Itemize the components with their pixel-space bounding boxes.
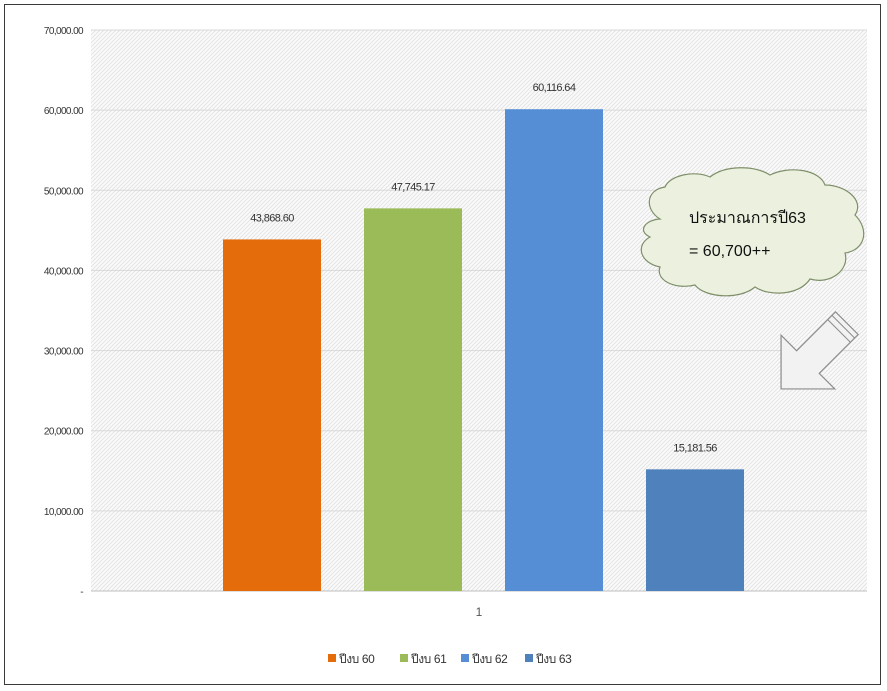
x-category-label: 1	[476, 605, 483, 619]
legend-item: ปีงบ 62	[461, 652, 509, 666]
legend-label: ปีงบ 63	[535, 652, 572, 666]
bar	[505, 109, 603, 591]
bar	[646, 469, 744, 591]
legend-label: ปีงบ 62	[471, 652, 508, 666]
bars	[223, 109, 744, 591]
y-tick-label: 50,000.00	[44, 186, 84, 197]
data-labels: 43,868.60 47,745.17 60,116.64 15,181.56	[250, 82, 718, 454]
thought-cloud-shape	[640, 167, 865, 297]
bar	[223, 239, 321, 591]
callout-line-2: = 60,700++	[689, 243, 770, 260]
data-label: 47,745.17	[391, 181, 435, 193]
legend-item: ปีงบ 60	[328, 652, 376, 666]
y-tick-label: 30,000.00	[44, 347, 84, 358]
legend-swatch	[400, 654, 408, 662]
estimate-callout: ประมาณการปี63 = 60,700++	[640, 167, 865, 297]
y-tick-label: 40,000.00	[44, 266, 84, 277]
y-tick-label: 60,000.00	[44, 106, 84, 117]
data-label: 15,181.56	[673, 442, 717, 454]
y-tick-label: 70,000.00	[44, 26, 84, 37]
legend-label: ปีงบ 61	[410, 652, 447, 666]
bar	[364, 208, 462, 591]
arrow-down-left-icon	[780, 311, 859, 390]
data-label: 60,116.64	[533, 82, 576, 94]
gridlines	[91, 29, 867, 592]
legend-swatch	[525, 654, 533, 662]
plot-area-background	[91, 30, 867, 591]
legend-swatch	[461, 654, 469, 662]
y-tick-label: -	[80, 587, 83, 598]
legend: ปีงบ 60 ปีงบ 61 ปีงบ 62 ปีงบ 63	[328, 652, 573, 666]
y-axis-ticks: - 10,000.00 20,000.00 30,000.00 40,000.00 50,…	[44, 26, 85, 598]
legend-swatch	[328, 654, 336, 662]
callout-line-1: ประมาณการปี63	[689, 209, 806, 227]
data-label: 43,868.60	[250, 212, 294, 224]
chart-frame: - 10,000.00 20,000.00 30,000.00 40,000.00 50,…	[4, 4, 881, 685]
y-tick-label: 10,000.00	[44, 507, 84, 518]
y-tick-label: 20,000.00	[44, 427, 84, 438]
bar-chart: - 10,000.00 20,000.00 30,000.00 40,000.00 50,…	[44, 26, 867, 666]
legend-item: ปีงบ 63	[525, 652, 573, 666]
legend-item: ปีงบ 61	[400, 652, 448, 666]
x-axis-categories: 1	[476, 605, 483, 619]
legend-label: ปีงบ 60	[338, 652, 375, 666]
